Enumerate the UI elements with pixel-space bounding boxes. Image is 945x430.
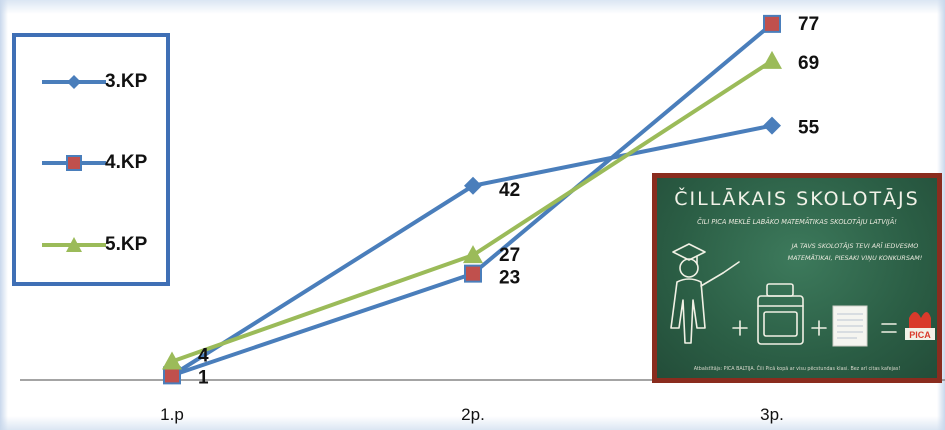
oven-icon xyxy=(757,283,804,345)
point-4kp-3 xyxy=(763,14,781,33)
legend: 3.KP 4.KP 5.KP xyxy=(12,33,170,286)
data-label-3: 42 xyxy=(499,180,520,201)
plus-sign-1 xyxy=(732,320,748,336)
point-4kp-1 xyxy=(163,366,181,385)
chalkboard-poster: ČILLĀKAIS SKOLOTĀJS ČILI PICA MEKLĒ LABĀ… xyxy=(652,173,942,383)
poster-title: ČILLĀKAIS SKOLOTĀJS xyxy=(674,188,920,210)
legend-swatch-5kp xyxy=(42,237,106,252)
poster-message: JA TAVS SKOLOTĀJS TEVI ARĪ IEDVESMO MATE… xyxy=(787,242,923,262)
plus-sign-2 xyxy=(811,320,827,336)
data-label-2: 1 xyxy=(198,367,209,388)
legend-label-4kp: 4.KP xyxy=(105,152,148,173)
point-3kp-2 xyxy=(464,176,482,195)
x-tick-label-3: 3p. xyxy=(760,405,784,424)
legend-item-3kp: 3.KP xyxy=(16,66,170,96)
point-5kp-2 xyxy=(463,245,483,264)
poster-subtitle: ČILI PICA MEKLĒ LABĀKO MATEMĀTIKAS SKOLO… xyxy=(697,218,897,226)
x-tick-label-2: 2p. xyxy=(461,405,485,424)
x-tick-label-1: 1.p xyxy=(160,405,184,424)
point-3kp-3 xyxy=(763,116,781,135)
point-5kp-1 xyxy=(162,351,182,370)
poster-drawing: PICA xyxy=(670,243,935,347)
pica-logo-icon: PICA xyxy=(905,312,935,340)
data-label-7: 69 xyxy=(798,53,819,74)
data-label-8: 55 xyxy=(798,118,820,139)
legend-item-5kp: 5.KP xyxy=(16,229,170,259)
data-label-1: 4 xyxy=(198,346,209,367)
pica-logo-text: PICA xyxy=(909,330,931,340)
data-label-4: 27 xyxy=(499,245,520,266)
legend-label-5kp: 5.KP xyxy=(105,234,148,255)
legend-item-4kp: 4.KP xyxy=(16,147,170,177)
data-label-6: 77 xyxy=(798,14,819,35)
legend-swatch-3kp xyxy=(42,75,106,89)
legend-label-3kp: 3.KP xyxy=(105,71,148,92)
data-label-5: 23 xyxy=(499,268,520,289)
left-edge-shade xyxy=(0,0,8,430)
equals-sign xyxy=(881,323,897,333)
poster-footnote: Atbalstītājs: PICA BALTIJA. Čili Picā ko… xyxy=(693,367,901,372)
legend-swatch-4kp xyxy=(42,155,106,171)
teacher-figure-icon xyxy=(670,243,740,344)
point-5kp-3 xyxy=(762,50,782,69)
point-4kp-2 xyxy=(464,264,482,283)
chalkboard-surface: ČILLĀKAIS SKOLOTĀJS ČILI PICA MEKLĒ LABĀ… xyxy=(657,178,937,378)
paper-lines xyxy=(837,313,863,339)
